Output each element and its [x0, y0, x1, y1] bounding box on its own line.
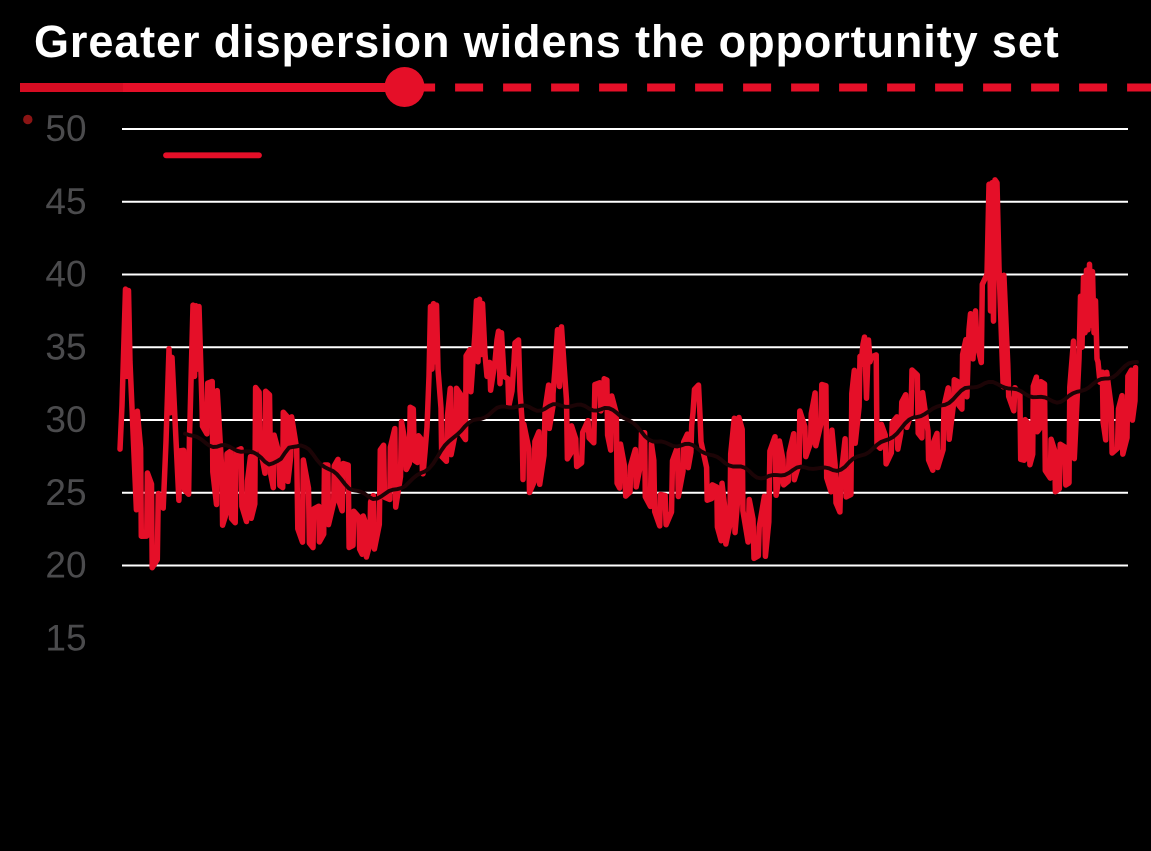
svg-text:35: 35 [45, 326, 86, 367]
svg-text:50: 50 [45, 108, 86, 149]
svg-text:30: 30 [45, 399, 86, 440]
svg-text:40: 40 [45, 254, 86, 295]
svg-text:45: 45 [45, 181, 86, 222]
svg-text:15: 15 [45, 618, 86, 659]
svg-text:20: 20 [45, 545, 86, 586]
svg-text:25: 25 [45, 472, 86, 513]
